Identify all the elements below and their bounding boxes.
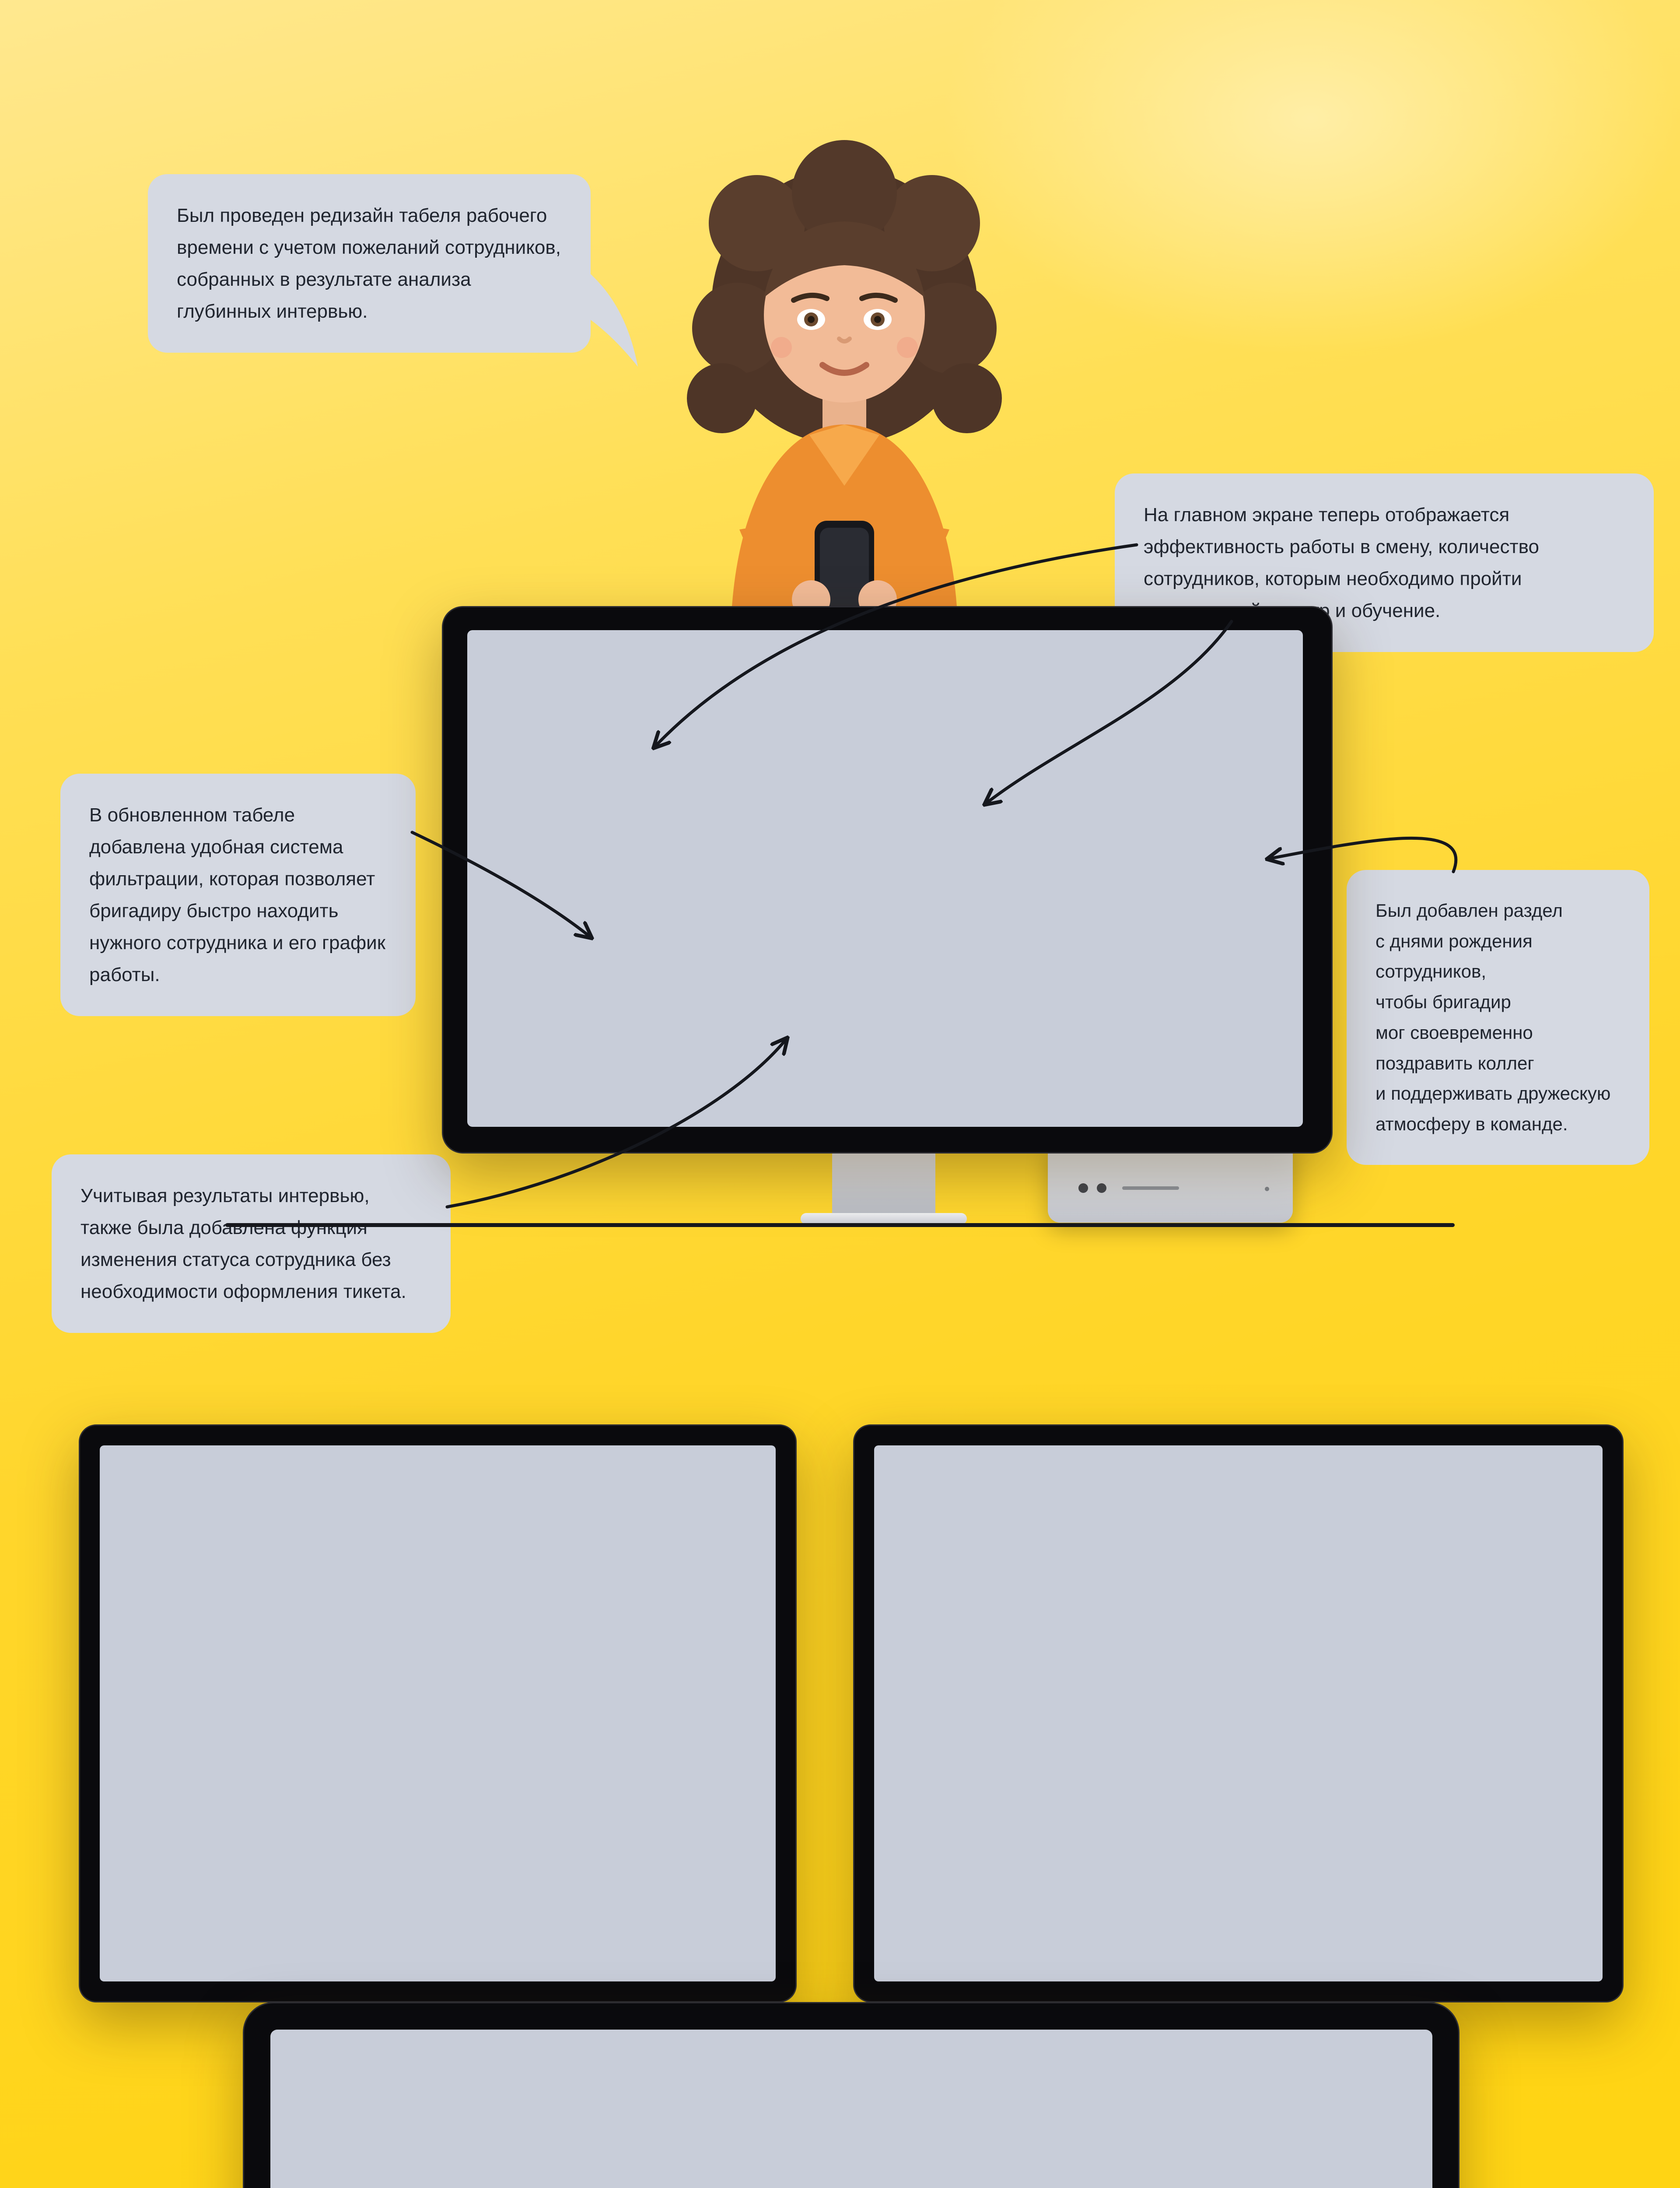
desktop-computer xyxy=(1048,1141,1293,1223)
callout-status: Учитывая результаты интервью, также была… xyxy=(52,1154,451,1333)
callout-birthdays: Был добавлен раздел с днями рождения сот… xyxy=(1347,870,1649,1165)
monitor-employee-card xyxy=(853,1424,1624,2002)
desk-line xyxy=(225,1223,1455,1227)
monitor-timesheet xyxy=(79,1424,797,2002)
screen-distribution xyxy=(270,2030,1432,2188)
monitor-distribution xyxy=(243,2002,1460,2188)
monitor-stand-base xyxy=(801,1213,967,1224)
presenter-illustration xyxy=(687,140,1002,643)
screen-employee-card xyxy=(874,1445,1603,1981)
callout-filters: В обновленном табеле добавлена удобная с… xyxy=(60,774,416,1017)
monitor-stand xyxy=(832,1150,935,1220)
callout-intro: Был проведен редизайн табеля рабочего вр… xyxy=(148,174,591,353)
screen-timesheet xyxy=(100,1445,776,1981)
callout-main-screen: На главном экране теперь отображается эф… xyxy=(1115,473,1654,652)
screen-main xyxy=(467,630,1303,1127)
monitor-main xyxy=(442,606,1333,1154)
